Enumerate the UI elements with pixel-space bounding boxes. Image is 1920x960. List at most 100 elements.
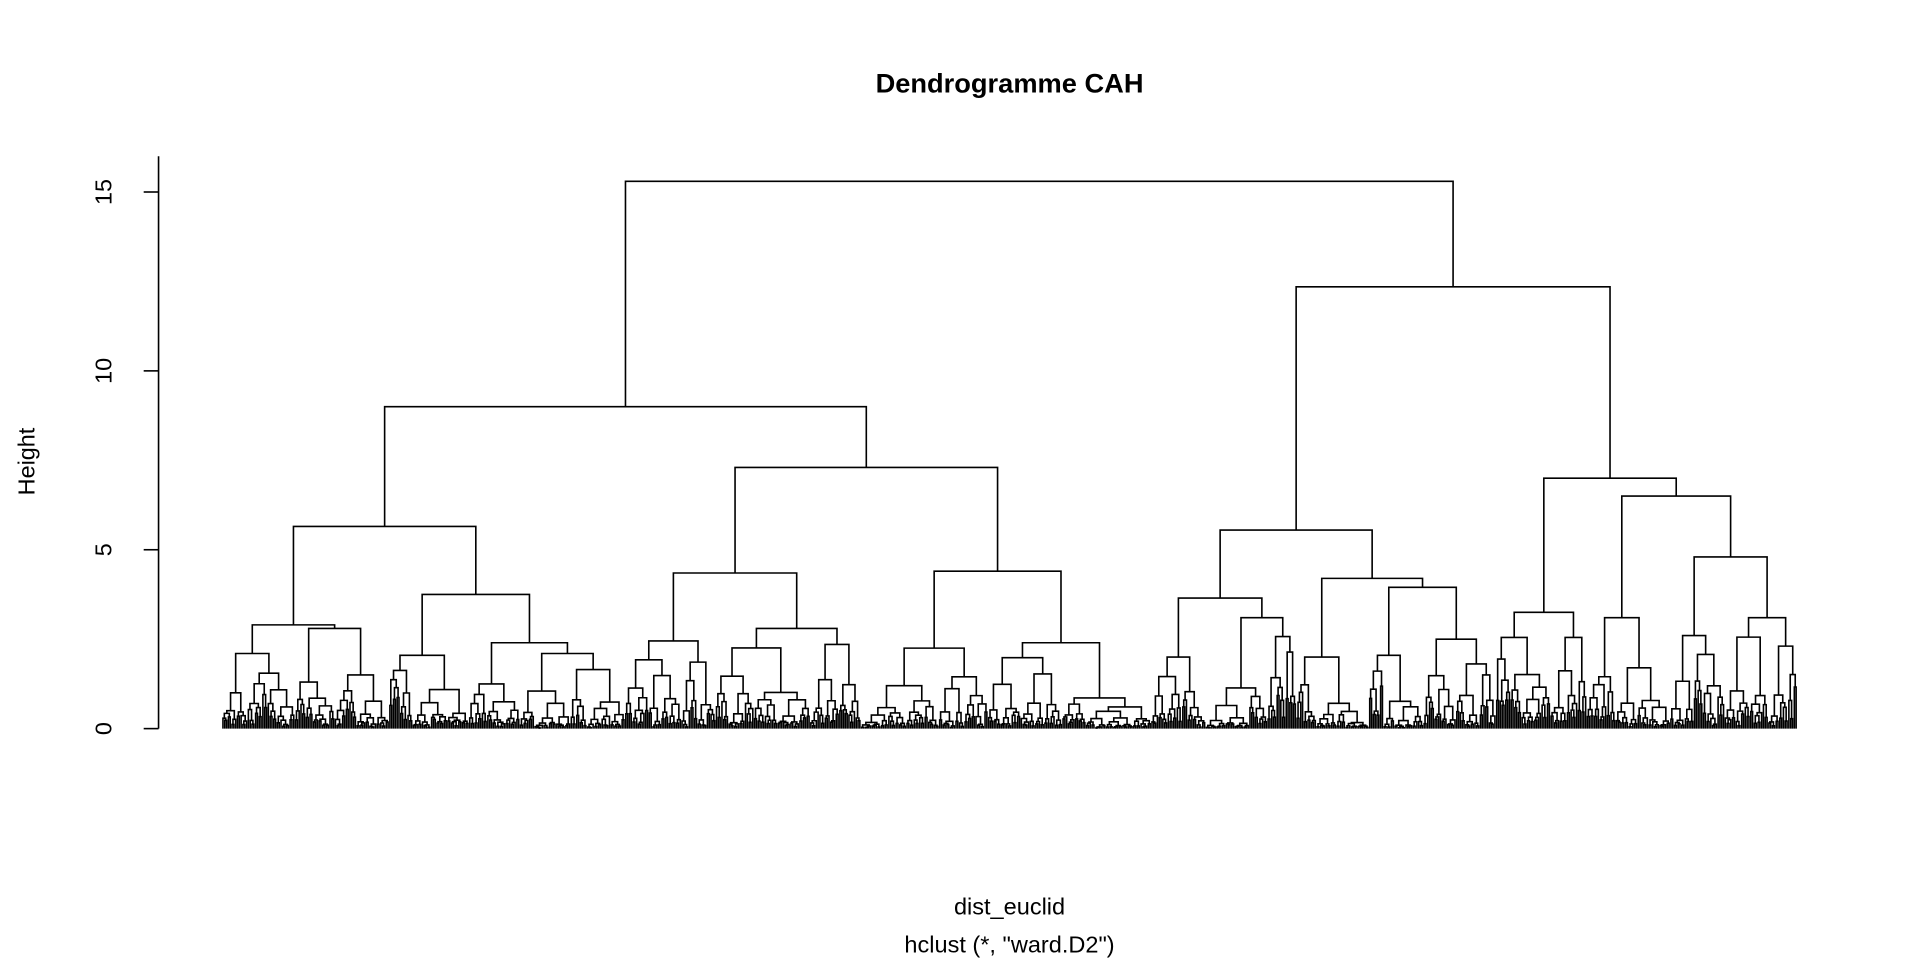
- dendrogram-merge: [341, 715, 346, 729]
- dendrogram-merge: [1201, 721, 1206, 729]
- dendrogram-merge: [811, 719, 818, 729]
- dendrogram-merge: [478, 683, 505, 702]
- dendrogram-merge: [1624, 721, 1629, 729]
- dendrogram-merge: [1686, 720, 1690, 729]
- dendrogram-merge: [924, 716, 928, 729]
- dendrogram-merge: [523, 722, 527, 729]
- dendrogram-merge: [1702, 712, 1707, 729]
- dendrogram-merge: [1198, 726, 1202, 729]
- dendrogram-merge: [1711, 724, 1716, 729]
- dendrogram-merge: [579, 722, 584, 729]
- dendrogram-merge: [1263, 721, 1268, 729]
- dendrogram-merge: [242, 723, 246, 729]
- dendrogram-merge: [1341, 721, 1346, 729]
- dendrogram-merge: [668, 722, 672, 729]
- dendrogram-merge: [545, 726, 549, 729]
- dendrogram-merge: [597, 723, 602, 729]
- dendrogram-merge: [528, 718, 533, 729]
- dendrogram-merge: [902, 725, 907, 729]
- chart-title: Dendrogramme CAH: [876, 67, 1144, 98]
- dendrogram-merge: [420, 701, 439, 716]
- dendrogram-merge: [231, 723, 235, 729]
- dendrogram-merge: [336, 724, 340, 729]
- dendrogram-merge: [1553, 722, 1558, 729]
- dendrogram-merge: [1031, 725, 1035, 729]
- dendrogram-merge: [898, 724, 903, 729]
- dendrogram-merge: [1607, 691, 1614, 716]
- dendrogram-merge: [895, 722, 899, 729]
- dendrogram-merge: [777, 722, 781, 729]
- dendrogram-merge: [844, 712, 848, 729]
- dendrogram-merge: [1651, 706, 1667, 722]
- dendrogram-merge: [1064, 714, 1074, 720]
- dendrogram-merge: [396, 696, 400, 729]
- dendrogram-merge: [1737, 724, 1741, 729]
- dendrogram-merge: [722, 718, 727, 729]
- dendrogram-merge: [1517, 711, 1522, 729]
- dendrogram-merge: [717, 716, 721, 729]
- dendrogram-merge: [942, 724, 946, 729]
- dendrogram-merge: [318, 720, 322, 729]
- dendrogram-merge: [1091, 724, 1095, 729]
- dendrogram-merge: [730, 724, 734, 729]
- dendrogram-merge: [644, 709, 649, 729]
- dendrogram-merge: [1105, 726, 1110, 729]
- dendrogram-merge: [561, 726, 565, 729]
- dendrogram-merge: [331, 718, 335, 729]
- dendrogram-merge: [657, 723, 662, 729]
- dendrogram-merge: [1475, 725, 1480, 729]
- dendrogram-merge: [689, 661, 707, 705]
- dendrogram-merge: [1231, 723, 1235, 729]
- dendrogram-merge: [399, 654, 446, 690]
- dendrogram-merge: [251, 723, 255, 729]
- dendrogram-merge: [1754, 714, 1760, 724]
- dendrogram-merge: [1563, 720, 1567, 729]
- dendrogram-merge: [1427, 674, 1445, 698]
- dendrogram-merge: [1526, 719, 1531, 729]
- dendrogram-merge: [1570, 709, 1575, 729]
- dendrogram-merge: [1789, 717, 1794, 729]
- dendrogram-merge: [308, 697, 327, 709]
- dendrogram-merge: [1169, 720, 1173, 729]
- dendrogram-merge: [784, 724, 789, 729]
- dendrogram-merge: [1693, 698, 1698, 729]
- dendrogram-merge: [690, 706, 694, 729]
- dendrogram-merge: [1731, 717, 1736, 729]
- dendrogram-merge: [1219, 529, 1373, 599]
- dendrogram-merge: [806, 715, 810, 729]
- dendrogram-merge: [1764, 716, 1768, 729]
- dendrogram-merge: [571, 698, 582, 718]
- dendrogram-merge: [1129, 725, 1133, 729]
- dendrogram-merge: [1267, 718, 1271, 729]
- dendrogram-merge: [1729, 690, 1745, 711]
- dendrogram-merge: [1085, 724, 1090, 729]
- dendrogram-merge: [857, 719, 861, 729]
- dendrogram-merge: [527, 690, 557, 713]
- dendrogram-merge: [1423, 722, 1427, 729]
- dendrogram-merge: [1074, 718, 1079, 729]
- dendrogram-merge: [885, 684, 923, 708]
- dendrogram-merge: [418, 723, 422, 729]
- dendrogram-merge: [811, 725, 816, 729]
- dendrogram-merge: [820, 722, 825, 729]
- x-axis-sublabel: hclust (*, "ward.D2"): [904, 932, 1114, 958]
- dendrogram-merge: [1321, 725, 1326, 729]
- dendrogram-merge: [1434, 718, 1438, 729]
- dendrogram-merge: [1113, 726, 1117, 729]
- dendrogram-merge: [1226, 722, 1234, 725]
- dendrogram-merge: [392, 698, 397, 729]
- dendrogram-merge: [1661, 725, 1665, 729]
- dendrogram-merge: [305, 716, 310, 729]
- dendrogram-merge: [1490, 723, 1494, 729]
- dendrogram-merge: [754, 707, 762, 719]
- dendrogram-merge: [1327, 725, 1331, 729]
- dendrogram-merge: [409, 720, 413, 729]
- dendrogram-merge: [1749, 710, 1754, 729]
- dendrogram-merge: [1276, 694, 1280, 729]
- dendrogram-merge: [637, 723, 642, 729]
- dendrogram-merge: [877, 726, 881, 729]
- dendrogram-merge: [439, 722, 444, 729]
- dendrogram-merge: [294, 719, 299, 729]
- dendrogram-merge: [1510, 699, 1514, 729]
- dendrogram-merge: [826, 699, 836, 716]
